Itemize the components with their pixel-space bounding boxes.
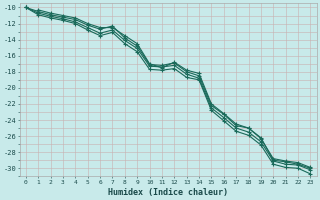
X-axis label: Humidex (Indice chaleur): Humidex (Indice chaleur) xyxy=(108,188,228,197)
